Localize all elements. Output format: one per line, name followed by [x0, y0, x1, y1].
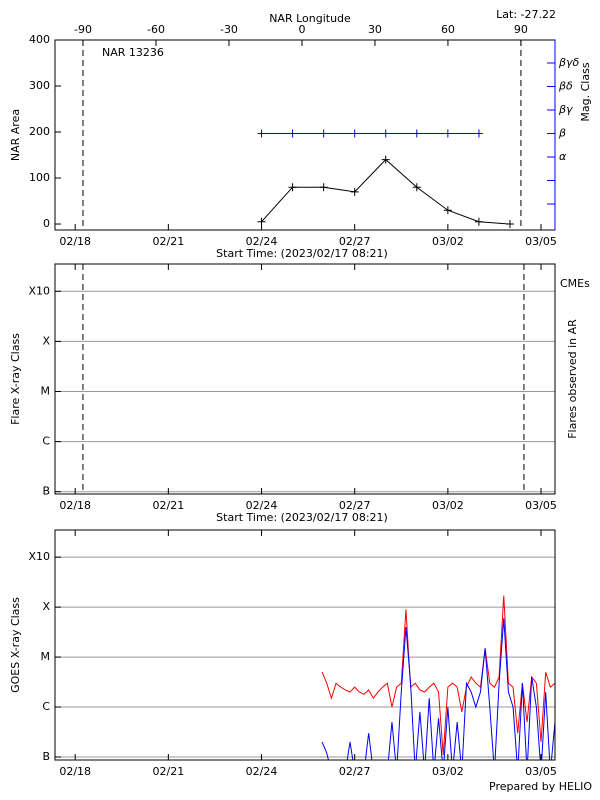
x-tick-label: 02/18: [59, 499, 91, 512]
marker: [381, 155, 390, 164]
y-tick-label: M: [41, 650, 51, 663]
x-tick-label: 03/02: [432, 499, 464, 512]
plot-frame: [54, 39, 556, 231]
x-tick-label: 02/27: [339, 499, 371, 512]
marker: [350, 129, 359, 138]
x2-tick-label: -60: [147, 23, 165, 36]
y-tick-label: 300: [29, 79, 50, 92]
y-tick-label: B: [42, 485, 50, 498]
marker: [350, 187, 359, 196]
y-tick-label: 400: [29, 33, 50, 46]
marker: [412, 183, 421, 192]
y2-tick-label: α: [559, 150, 567, 163]
y-tick-label: B: [42, 750, 50, 763]
y2-label: Flares observed in AR: [566, 319, 579, 439]
annotation: Lat: -27.22: [496, 8, 556, 21]
x-tick-label: 03/02: [432, 235, 464, 248]
y-tick-label: X10: [28, 284, 50, 297]
marker: [474, 217, 483, 226]
y2-tick-label: βγδ: [558, 56, 580, 69]
y-tick-label: 0: [43, 217, 50, 230]
marker: [505, 220, 514, 229]
panel-title: NAR 13236: [102, 46, 164, 59]
y-tick-label: C: [42, 435, 50, 448]
marker: [412, 129, 421, 138]
x-tick-label: 02/27: [339, 765, 371, 778]
x-label: Start Time: (2023/02/17 08:21): [216, 511, 388, 524]
marker: [319, 129, 328, 138]
x-tick-label: 02/18: [59, 235, 91, 248]
y2-tick-label: βδ: [558, 80, 573, 93]
x2-tick-label: -30: [220, 23, 238, 36]
y-tick-label: C: [42, 700, 50, 713]
marker: [288, 183, 297, 192]
marker: [257, 217, 266, 226]
y-label: GOES X-ray Class: [9, 597, 22, 693]
x2-tick-label: -90: [74, 23, 92, 36]
y-label: Flare X-ray Class: [9, 333, 22, 425]
x-tick-label: 03/05: [525, 235, 557, 248]
x2-tick-label: 30: [368, 23, 382, 36]
marker: [288, 129, 297, 138]
y-tick-label: X: [42, 334, 50, 347]
series-line: [261, 158, 511, 225]
marker: [443, 129, 452, 138]
marker: [443, 206, 452, 215]
x-label: Start Time: (2023/02/17 08:21): [216, 247, 388, 260]
x2-tick-label: 0: [298, 23, 305, 36]
plot-frame: [54, 263, 556, 495]
y2-tick-label: β: [558, 127, 566, 140]
footer: Prepared by HELIO: [489, 780, 592, 793]
y2-label: Mag. Class: [579, 62, 592, 121]
x-tick-label: 02/21: [153, 499, 185, 512]
series-line: [321, 618, 555, 760]
x2-tick-label: 90: [514, 23, 528, 36]
marker: [319, 183, 328, 192]
x-tick-label: 02/21: [153, 235, 185, 248]
y-tick-label: M: [41, 384, 51, 397]
y-tick-label: 200: [29, 125, 50, 138]
plot-frame: [54, 529, 556, 761]
x-tick-label: 02/18: [59, 765, 91, 778]
y-label: NAR Area: [9, 109, 22, 161]
series-line: [321, 595, 555, 755]
x-tick-label: 02/24: [246, 765, 278, 778]
x-tick-label: 02/24: [246, 499, 278, 512]
x-tick-label: 02/21: [153, 765, 185, 778]
x-tick-label: 02/24: [246, 235, 278, 248]
marker: [474, 129, 483, 138]
y2-tick-label: βγ: [558, 103, 573, 116]
annotation: CMEs: [560, 277, 590, 290]
x2-tick-label: 60: [441, 23, 455, 36]
marker: [257, 129, 266, 138]
y-tick-label: X10: [28, 550, 50, 563]
x-tick-label: 03/02: [432, 765, 464, 778]
x-tick-label: 03/05: [525, 765, 557, 778]
y-tick-label: X: [42, 600, 50, 613]
x-tick-label: 03/05: [525, 499, 557, 512]
marker: [381, 129, 390, 138]
x2-label: NAR Longitude: [269, 12, 351, 25]
x-tick-label: 02/27: [339, 235, 371, 248]
y-tick-label: 100: [29, 171, 50, 184]
